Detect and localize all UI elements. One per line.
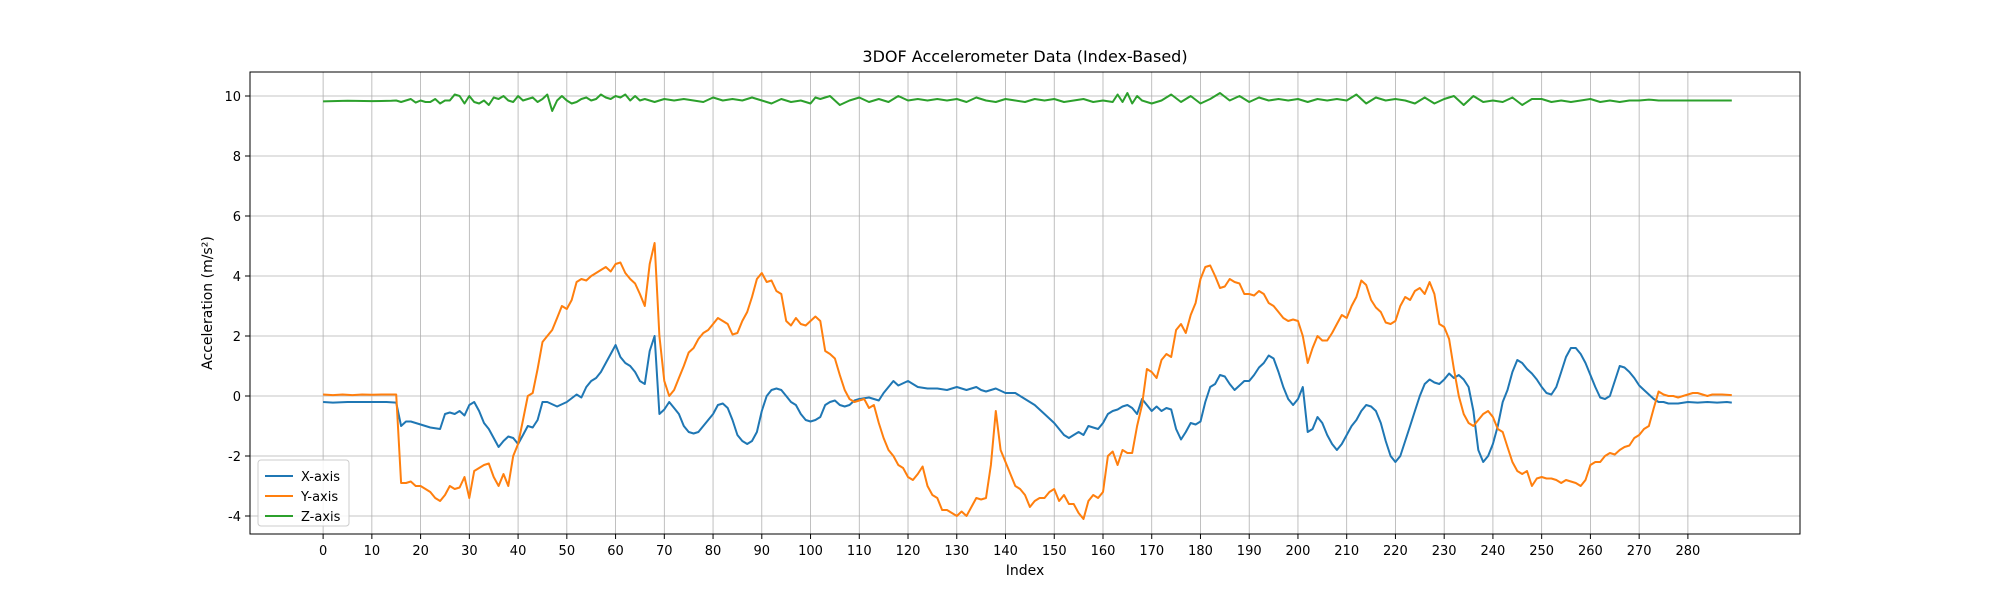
x-tick-label: 40 [510, 544, 527, 559]
x-tick-label: 120 [896, 544, 921, 559]
x-tick-label: 240 [1481, 544, 1506, 559]
x-tick-label: 270 [1627, 544, 1652, 559]
x-tick-label: 250 [1529, 544, 1554, 559]
legend: X-axis Y-axis Z-axis [257, 459, 350, 527]
y-tick-label: 8 [233, 150, 241, 165]
x-tick-label: 90 [754, 544, 771, 559]
x-tick-label: 170 [1139, 544, 1164, 559]
x-tick-label: 150 [1042, 544, 1067, 559]
x-tick-label: 230 [1432, 544, 1457, 559]
x-tick-label: 260 [1578, 544, 1603, 559]
x-tick-label: 20 [412, 544, 429, 559]
x-tick-label: 280 [1675, 544, 1700, 559]
x-tick-label: 200 [1286, 544, 1311, 559]
y-tick-label: 0 [233, 390, 241, 405]
series-group [323, 92, 1732, 520]
x-tick-label: 70 [656, 544, 673, 559]
y-tick-label: 2 [233, 330, 241, 345]
x-tick-label: 210 [1334, 544, 1359, 559]
y-tick-label: 4 [233, 270, 241, 285]
grid [250, 72, 1800, 534]
x-tick-label: 100 [798, 544, 823, 559]
y-tick-label: -2 [228, 450, 241, 465]
x-axis-label: Index [1006, 563, 1045, 579]
x-tick-label: 0 [319, 544, 327, 559]
y-ticks: -4 -2 0 2 4 6 8 10 [224, 90, 250, 525]
x-tick-label: 180 [1188, 544, 1213, 559]
legend-label: Z-axis [301, 510, 341, 525]
x-tick-label: 80 [705, 544, 722, 559]
x-tick-label: 190 [1237, 544, 1262, 559]
y-tick-label: 6 [233, 210, 241, 225]
y-axis-series-line [323, 242, 1732, 520]
x-tick-label: 60 [607, 544, 624, 559]
legend-label: X-axis [301, 470, 340, 485]
z-axis-series-line [323, 92, 1732, 112]
plot-frame [249, 71, 1801, 535]
x-tick-label: 50 [559, 544, 576, 559]
x-tick-label: 140 [993, 544, 1018, 559]
chart-title: 3DOF Accelerometer Data (Index-Based) [862, 47, 1187, 66]
x-tick-label: 220 [1383, 544, 1408, 559]
x-tick-label: 30 [461, 544, 478, 559]
y-tick-label: 10 [224, 90, 241, 105]
x-tick-label: 160 [1091, 544, 1116, 559]
legend-label: Y-axis [300, 490, 338, 505]
y-tick-label: -4 [228, 510, 241, 525]
x-axis-series-line [323, 335, 1732, 463]
x-tick-label: 130 [944, 544, 969, 559]
y-axis-label: Acceleration (m/s²) [200, 236, 216, 370]
x-tick-label: 10 [364, 544, 381, 559]
x-tick-label: 110 [847, 544, 872, 559]
x-ticks: 0 10 20 30 40 50 60 70 80 90 100 110 120 130 140 150 160… [319, 534, 1700, 559]
